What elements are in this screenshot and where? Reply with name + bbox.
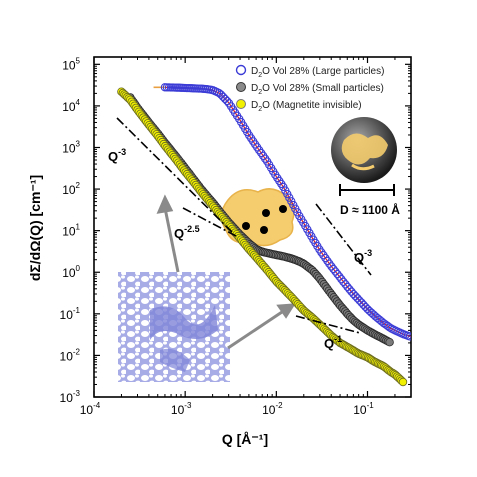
- large-particles-point: [327, 262, 336, 271]
- large-particles-point: [343, 282, 352, 292]
- slope-label-q3-right: Q-3: [354, 248, 372, 265]
- x-tick-label: 10-1: [353, 401, 374, 417]
- y-tick-label: 10-2: [60, 347, 81, 363]
- inset-arrows: [156, 194, 296, 350]
- x-axis-ticks: 10-4 10-3 10-2 10-1: [80, 57, 396, 417]
- magnetite-invisible-point: [398, 377, 408, 387]
- legend-marker-large: [235, 64, 247, 76]
- large-particles-point: [345, 285, 354, 294]
- y-tick-label: 103: [62, 139, 80, 155]
- y-tick-label: 104: [62, 98, 80, 114]
- large-particles-point: [405, 332, 411, 341]
- legend-label-invisible: D2O (Magnetite invisible): [251, 100, 362, 113]
- slope-guides: [116, 117, 372, 334]
- small-particles-point: [385, 338, 394, 347]
- legend-marker-small: [236, 82, 246, 92]
- legend-label-large: D2O Vol 28% (Large particles): [251, 66, 384, 79]
- large-particles-point: [341, 280, 350, 289]
- large-particles-series: [160, 83, 411, 341]
- legend-label-small: D2O Vol 28% (Small particles): [251, 83, 384, 96]
- y-tick-label: 102: [62, 181, 80, 197]
- slope-label-q25: Q-2.5: [174, 224, 200, 241]
- particle-cluster-inset: [220, 188, 295, 247]
- y-axis-label: dΣ/dΩ(Q) [cm⁻¹]: [27, 175, 43, 281]
- large-particles-point: [325, 259, 334, 268]
- plot-frame: [93, 56, 412, 398]
- large-particles-point: [339, 277, 348, 286]
- data-layer: [117, 83, 411, 387]
- y-tick-label: 100: [62, 264, 80, 280]
- y-tick-label: 10-3: [60, 389, 81, 405]
- legend-marker-invisible: [236, 99, 246, 109]
- x-tick-label: 10-2: [262, 401, 283, 417]
- large-particles-point: [335, 272, 344, 281]
- y-tick-label: 101: [62, 223, 80, 239]
- x-tick-label: 10-4: [80, 401, 101, 417]
- large-particles-point: [329, 264, 338, 274]
- large-particles-point: [337, 275, 346, 284]
- y-tick-label: 10-1: [60, 306, 81, 322]
- large-particles-point: [162, 83, 172, 92]
- slope-label-q1: Q-1: [324, 334, 342, 351]
- x-axis-label: Q [Å⁻¹]: [222, 431, 268, 447]
- legend: D2O Vol 28% (Large particles) D2O Vol 28…: [235, 64, 384, 113]
- y-tick-label: 105: [62, 56, 80, 72]
- large-particles-point: [222, 96, 232, 106]
- slope-label-q3-left: Q-3: [108, 147, 126, 164]
- diameter-label: D ≈ 1100 Å: [340, 202, 400, 217]
- large-particles-point: [333, 269, 342, 279]
- y-axis-ticks: 10-3 10-2 10-1 100 101 102 103 104 105: [60, 56, 411, 405]
- sphere-inset: [331, 117, 397, 196]
- mesh-inset: [118, 272, 230, 382]
- large-particles-point: [331, 267, 340, 276]
- x-tick-label: 10-3: [171, 401, 192, 417]
